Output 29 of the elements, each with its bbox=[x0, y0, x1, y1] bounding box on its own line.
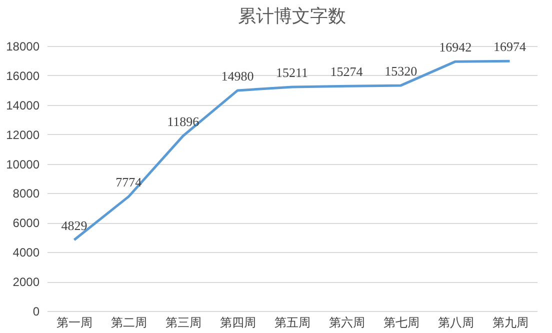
data-label: 11896 bbox=[167, 114, 200, 129]
x-tick-label: 第一周 bbox=[56, 316, 93, 330]
data-label: 7774 bbox=[116, 174, 142, 190]
data-label: 4829 bbox=[61, 218, 88, 233]
x-tick-label: 第六周 bbox=[328, 316, 365, 330]
y-tick-label: 6000 bbox=[12, 216, 40, 230]
x-tick-label: 第九周 bbox=[492, 316, 528, 330]
data-label: 14980 bbox=[221, 68, 254, 84]
data-label: 15274 bbox=[330, 64, 364, 80]
y-tick-label: 12000 bbox=[6, 128, 40, 142]
x-tick-label: 第三周 bbox=[166, 316, 202, 330]
y-tick-label: 10000 bbox=[6, 157, 40, 172]
y-tick-label: 16000 bbox=[6, 68, 40, 83]
x-tick-label: 第二周 bbox=[111, 316, 148, 330]
x-tick-label: 第五周 bbox=[274, 316, 310, 330]
x-tick-label: 第四周 bbox=[220, 316, 256, 330]
chart-title: 累计博文字数 bbox=[238, 6, 346, 27]
y-tick-label: 8000 bbox=[12, 186, 40, 201]
y-tick-label: 4000 bbox=[12, 246, 40, 260]
x-tick-label: 第八周 bbox=[438, 316, 474, 330]
data-label: 16942 bbox=[439, 40, 472, 55]
data-label: 16974 bbox=[494, 39, 527, 54]
y-tick-label: 2000 bbox=[12, 275, 40, 290]
x-tick-label: 第七周 bbox=[383, 316, 420, 330]
y-tick-label: 14000 bbox=[6, 98, 40, 112]
y-tick-label: 18000 bbox=[6, 40, 40, 54]
data-label: 15211 bbox=[276, 65, 308, 80]
data-label: 15320 bbox=[384, 63, 418, 78]
y-tick-label: 0 bbox=[32, 304, 40, 318]
